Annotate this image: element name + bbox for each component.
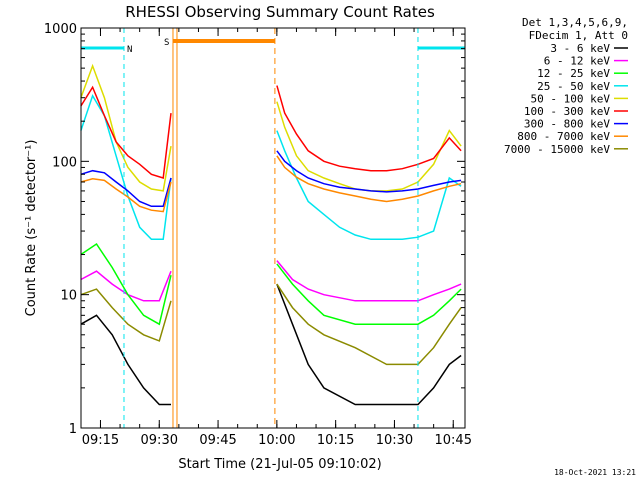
- chart-title: RHESSI Observing Summary Count Rates: [125, 3, 435, 21]
- series-line-7-part-0: [80, 178, 172, 213]
- legend-label-6: 300 - 800 keV: [524, 118, 610, 131]
- x-tick-label-6: 10:45: [435, 433, 472, 448]
- series-line-8-part-1: [276, 283, 462, 366]
- legend: Det 1,3,4,5,6,9, FDecim 1, Att 0 3 - 6 k…: [504, 16, 628, 156]
- timestamp-text: 18-Oct-2021 13:21: [554, 468, 636, 477]
- axes: 09:15 09:30 09:45 10:00 10:15 10:30 10:45 1 10 10…: [44, 22, 472, 448]
- legend-label-7: 800 - 7000 keV: [517, 130, 610, 143]
- series-line-0-part-0: [80, 314, 171, 406]
- series-line-1-part-1: [276, 260, 462, 302]
- plot-frame: [80, 27, 466, 429]
- x-tick-label-5: 10:30: [376, 433, 413, 448]
- legend-header-line-1: Det 1,3,4,5,6,9,: [522, 16, 628, 29]
- legend-label-8: 7000 - 15000 keV: [504, 143, 610, 156]
- series-line-2-part-1: [276, 263, 462, 325]
- y-tick-label-2: 100: [52, 155, 77, 170]
- legend-label-5: 100 - 300 keV: [524, 105, 610, 118]
- marks: NS: [81, 28, 465, 428]
- legend-header-line-2: FDecim 1, Att 0: [529, 29, 628, 42]
- x-tick-label-4: 10:15: [317, 433, 354, 448]
- legend-label-1: 6 - 12 keV: [544, 55, 611, 68]
- x-tick-label-1: 09:30: [141, 433, 178, 448]
- series-line-8-part-0: [80, 288, 172, 342]
- series-line-3-part-1: [276, 130, 462, 241]
- saa-label: S: [164, 38, 169, 48]
- night-label: N: [127, 45, 132, 55]
- x-tick-label-3: 10:00: [258, 433, 295, 448]
- series-line-6-part-0: [80, 169, 172, 208]
- x-axis-label: Start Time (21-Jul-05 09:10:02): [178, 457, 381, 472]
- x-tick-label-2: 09:45: [199, 433, 236, 448]
- legend-label-2: 12 - 25 keV: [537, 67, 610, 80]
- y-axis-label: Count Rate (s⁻¹ detector⁻¹): [24, 140, 39, 317]
- series-line-5-part-1: [276, 85, 462, 172]
- series-line-5-part-0: [80, 85, 172, 179]
- y-tick-label-1: 10: [60, 289, 77, 304]
- legend-label-0: 3 - 6 keV: [550, 42, 610, 55]
- legend-label-3: 25 - 50 keV: [537, 80, 610, 93]
- series-line-7-part-1: [276, 155, 462, 203]
- series-line-0-part-1: [276, 283, 462, 406]
- series-line-1-part-0: [80, 270, 172, 302]
- legend-label-4: 50 - 100 keV: [531, 92, 611, 105]
- series-line-4-part-0: [80, 63, 172, 192]
- x-tick-label-0: 09:15: [82, 433, 119, 448]
- plot-area: [80, 63, 462, 406]
- y-tick-label-3: 1000: [44, 22, 77, 37]
- series-line-3-part-0: [80, 94, 172, 241]
- series-line-6-part-1: [276, 150, 462, 193]
- series-line-2-part-0: [80, 242, 172, 326]
- y-tick-label-0: 1: [69, 422, 77, 437]
